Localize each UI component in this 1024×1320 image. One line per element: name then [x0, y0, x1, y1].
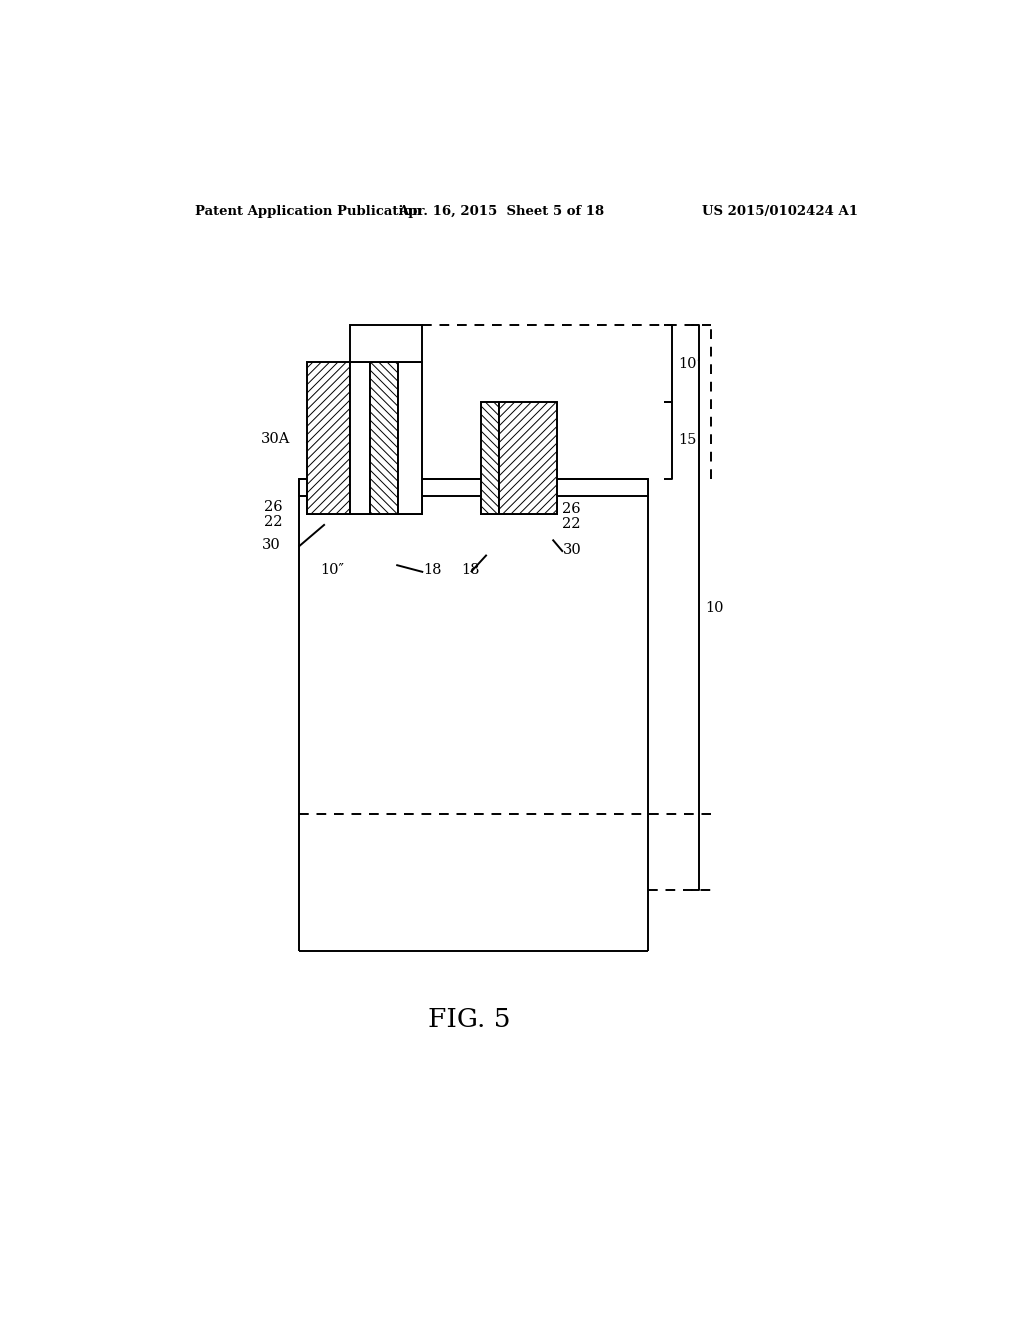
- Bar: [306, 506, 422, 515]
- Text: FIG. 5: FIG. 5: [428, 1007, 511, 1032]
- Text: 22: 22: [562, 517, 581, 532]
- Bar: [397, 362, 422, 515]
- Text: Apr. 16, 2015  Sheet 5 of 18: Apr. 16, 2015 Sheet 5 of 18: [398, 205, 604, 218]
- Text: 30: 30: [563, 543, 582, 557]
- Bar: [350, 362, 370, 515]
- Bar: [306, 362, 350, 515]
- Text: Patent Application Publication: Patent Application Publication: [196, 205, 422, 218]
- Text: 26: 26: [562, 502, 581, 516]
- Text: 18: 18: [461, 564, 480, 577]
- Text: 32: 32: [390, 395, 409, 409]
- Bar: [481, 403, 500, 515]
- Text: US 2015/0102424 A1: US 2015/0102424 A1: [702, 205, 858, 218]
- Polygon shape: [299, 479, 648, 515]
- Bar: [481, 506, 557, 515]
- Text: 30A: 30A: [261, 432, 291, 446]
- Bar: [500, 403, 557, 515]
- Text: 30: 30: [261, 537, 281, 552]
- Text: 10: 10: [706, 601, 724, 615]
- Text: 10’: 10’: [678, 356, 701, 371]
- Bar: [370, 362, 397, 515]
- Bar: [350, 325, 422, 362]
- Text: 10″: 10″: [321, 564, 344, 577]
- Text: 15: 15: [678, 433, 696, 447]
- Text: 22: 22: [264, 515, 283, 529]
- Text: 18: 18: [423, 564, 441, 577]
- Text: 26: 26: [264, 500, 283, 513]
